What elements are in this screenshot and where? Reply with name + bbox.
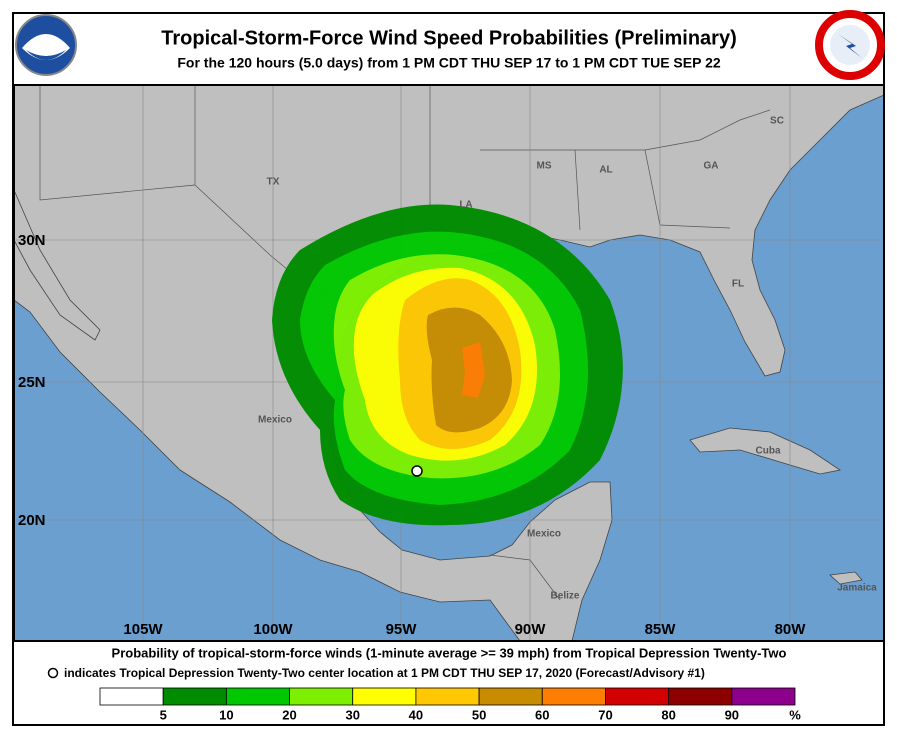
place-label: SC	[770, 116, 784, 127]
place-label: LA	[459, 200, 472, 211]
legend-swatch	[541, 687, 606, 706]
place-labels: TX LA MS AL GA SC FL Mexico Mexico Cuba …	[258, 116, 877, 602]
jamaica	[829, 571, 863, 585]
lon-label: 100W	[253, 621, 293, 638]
map: TX LA MS AL GA SC FL Mexico Mexico Cuba …	[13, 84, 885, 642]
lon-label: 80W	[775, 621, 807, 638]
place-label: Mexico	[527, 529, 561, 540]
contour	[462, 342, 485, 398]
legend-tick: 70	[598, 707, 612, 722]
legend-tick: 30	[345, 707, 359, 722]
legend-tick: 5	[160, 707, 167, 722]
place-label: TX	[267, 177, 280, 188]
legend-swatch	[605, 687, 670, 706]
probability-contours	[272, 204, 623, 526]
lat-label: 30N	[18, 232, 46, 249]
footer-line: indicates Tropical Depression Twenty-Two…	[64, 666, 705, 680]
place-label: MS	[537, 161, 552, 172]
lon-label: 90W	[515, 621, 547, 638]
legend-tick: 10	[219, 707, 233, 722]
legend: 5 10 20 30 40 50 60 70 80 90%	[99, 687, 801, 722]
legend-tick: 90	[725, 707, 739, 722]
place-label: Jamaica	[837, 583, 877, 594]
lon-label: 95W	[386, 621, 418, 638]
legend-tick: 80	[661, 707, 675, 722]
legend-swatch	[225, 687, 290, 706]
legend-swatch	[352, 687, 417, 706]
legend-tick: 40	[409, 707, 423, 722]
place-label: GA	[704, 161, 719, 172]
legend-swatch	[415, 687, 480, 706]
legend-swatch	[668, 687, 733, 706]
cuba	[689, 427, 842, 475]
place-label: Mexico	[258, 415, 292, 426]
legend-tick: 20	[282, 707, 296, 722]
place-label: Belize	[551, 591, 580, 602]
legend-unit: %	[789, 707, 801, 722]
lon-label: 85W	[645, 621, 677, 638]
legend-swatch	[731, 687, 796, 706]
legend-tick: 60	[535, 707, 549, 722]
nws-logo	[815, 10, 885, 80]
noaa-logo	[15, 14, 77, 76]
subtitle: For the 120 hours (5.0 days) from 1 PM C…	[177, 55, 720, 71]
lat-label: 20N	[18, 512, 46, 529]
legend-swatch	[289, 687, 354, 706]
title: Tropical-Storm-Force Wind Speed Probabil…	[161, 27, 737, 49]
baja	[14, 189, 101, 341]
storm-center	[411, 465, 423, 477]
place-label: AL	[599, 165, 612, 176]
footer-line: Probability of tropical-storm-force wind…	[112, 645, 787, 660]
place-label: FL	[732, 279, 744, 290]
lon-label: 105W	[123, 621, 163, 638]
legend-center-icon	[47, 667, 59, 679]
legend-swatch	[478, 687, 543, 706]
place-label: Cuba	[756, 446, 781, 457]
legend-swatch	[99, 687, 164, 706]
map-border	[13, 84, 885, 642]
legend-tick: 50	[472, 707, 486, 722]
lat-label: 25N	[18, 374, 46, 391]
legend-swatch	[162, 687, 227, 706]
